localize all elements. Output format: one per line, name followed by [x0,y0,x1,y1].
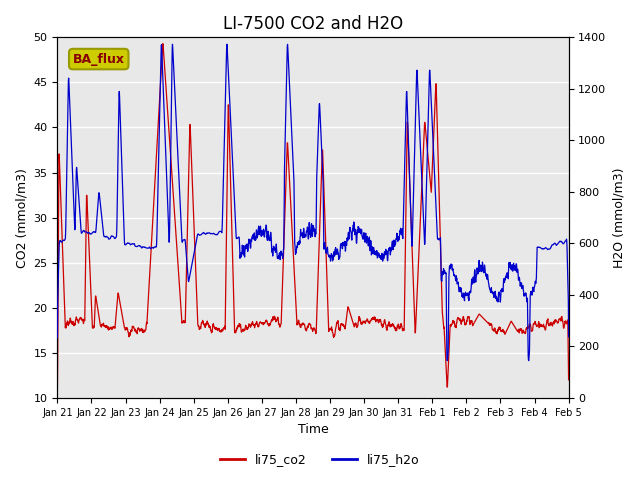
Text: BA_flux: BA_flux [73,53,125,66]
X-axis label: Time: Time [298,423,328,436]
Y-axis label: CO2 (mmol/m3): CO2 (mmol/m3) [15,168,28,267]
Title: LI-7500 CO2 and H2O: LI-7500 CO2 and H2O [223,15,403,33]
Legend: li75_co2, li75_h2o: li75_co2, li75_h2o [215,448,425,471]
Y-axis label: H2O (mmol/m3): H2O (mmol/m3) [612,168,625,268]
